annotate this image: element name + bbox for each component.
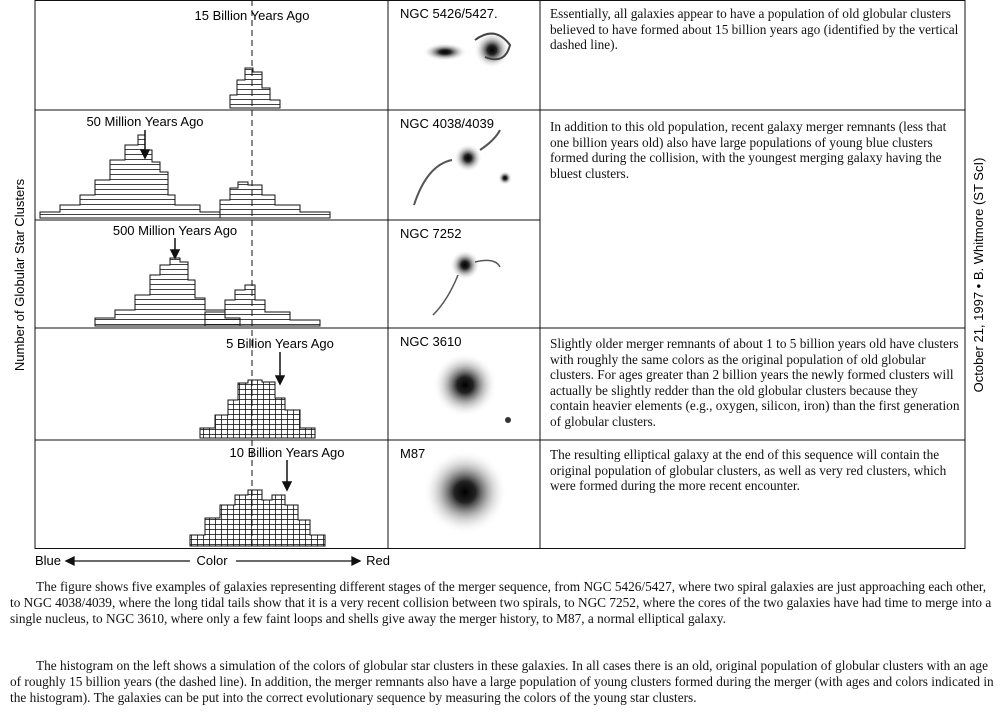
age-label: 5 Billion Years Ago — [226, 336, 334, 351]
description: In addition to this old population, rece… — [550, 119, 947, 181]
description: Essentially, all galaxies appear to have… — [550, 6, 959, 52]
labels: 15 Billion Years Ago 50 Million Years Ag… — [12, 6, 986, 568]
galaxy-name: M87 — [400, 446, 425, 461]
figure: 15 Billion Years Ago 50 Million Years Ag… — [12, 0, 986, 568]
x-axis-center: Color — [196, 553, 228, 568]
caption-paragraph: The histogram on the left shows a simula… — [10, 658, 994, 705]
x-axis-right: Red — [366, 553, 390, 568]
age-label: 10 Billion Years Ago — [230, 445, 345, 460]
x-axis-left: Blue — [35, 553, 61, 568]
age-label: 15 Billion Years Ago — [195, 8, 310, 23]
frame — [34, 0, 966, 549]
color-arrow — [64, 555, 362, 567]
description: The resulting elliptical galaxy at the e… — [550, 447, 947, 493]
age-label: 50 Million Years Ago — [86, 114, 203, 129]
caption-paragraph: The figure shows five examples of galaxi… — [10, 579, 992, 626]
galaxy-images — [413, 32, 512, 534]
age-label: 500 Million Years Ago — [113, 223, 237, 238]
age-arrows — [139, 130, 293, 492]
galaxy-name: NGC 5426/5427. — [400, 6, 498, 21]
histograms — [39, 67, 331, 547]
galaxy-name: NGC 7252 — [400, 226, 461, 241]
description: Slightly older merger remnants of about … — [550, 336, 960, 429]
galaxy-name: NGC 3610 — [400, 334, 461, 349]
y-axis-label: Number of Globular Star Clusters — [12, 178, 27, 371]
galaxy-name: NGC 4038/4039 — [400, 116, 494, 131]
credit: October 21, 1997 • B. Whitmore (ST ScI) — [971, 158, 986, 393]
